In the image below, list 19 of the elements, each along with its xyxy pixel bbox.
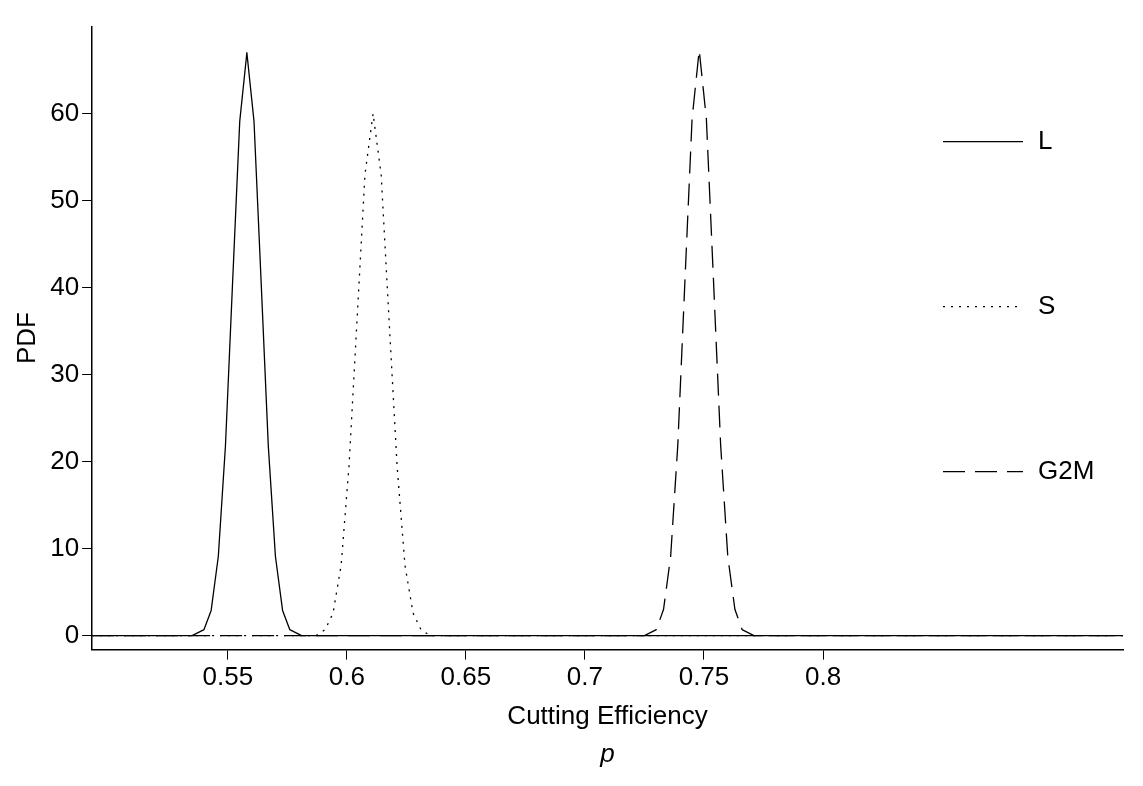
text: p bbox=[599, 738, 615, 769]
x-tick-label: 0.8 bbox=[804, 661, 842, 692]
y-tick-label: 30 bbox=[50, 357, 80, 388]
x-tick-label: 0.55 bbox=[202, 661, 254, 692]
y-tick-label: 20 bbox=[50, 444, 80, 475]
x-tick-label: 0.7 bbox=[566, 661, 604, 692]
y-tick-label: 10 bbox=[50, 531, 80, 562]
y-tick-label: 0 bbox=[64, 618, 80, 649]
legend-label: G2M bbox=[1038, 454, 1095, 485]
y-tick-label: 50 bbox=[50, 183, 80, 214]
x-tick-label: 0.65 bbox=[440, 661, 492, 692]
y-axis-title: PDF bbox=[10, 312, 41, 365]
y-tick-label: 40 bbox=[50, 270, 80, 301]
legend-label: L bbox=[1038, 124, 1053, 155]
x-axis-title: Cutting Efficiency bbox=[507, 699, 708, 730]
x-tick-label: 0.75 bbox=[678, 661, 730, 692]
x-tick-label: 0.6 bbox=[328, 661, 365, 692]
y-tick-label: 60 bbox=[50, 96, 80, 127]
legend-label: S bbox=[1038, 289, 1056, 320]
